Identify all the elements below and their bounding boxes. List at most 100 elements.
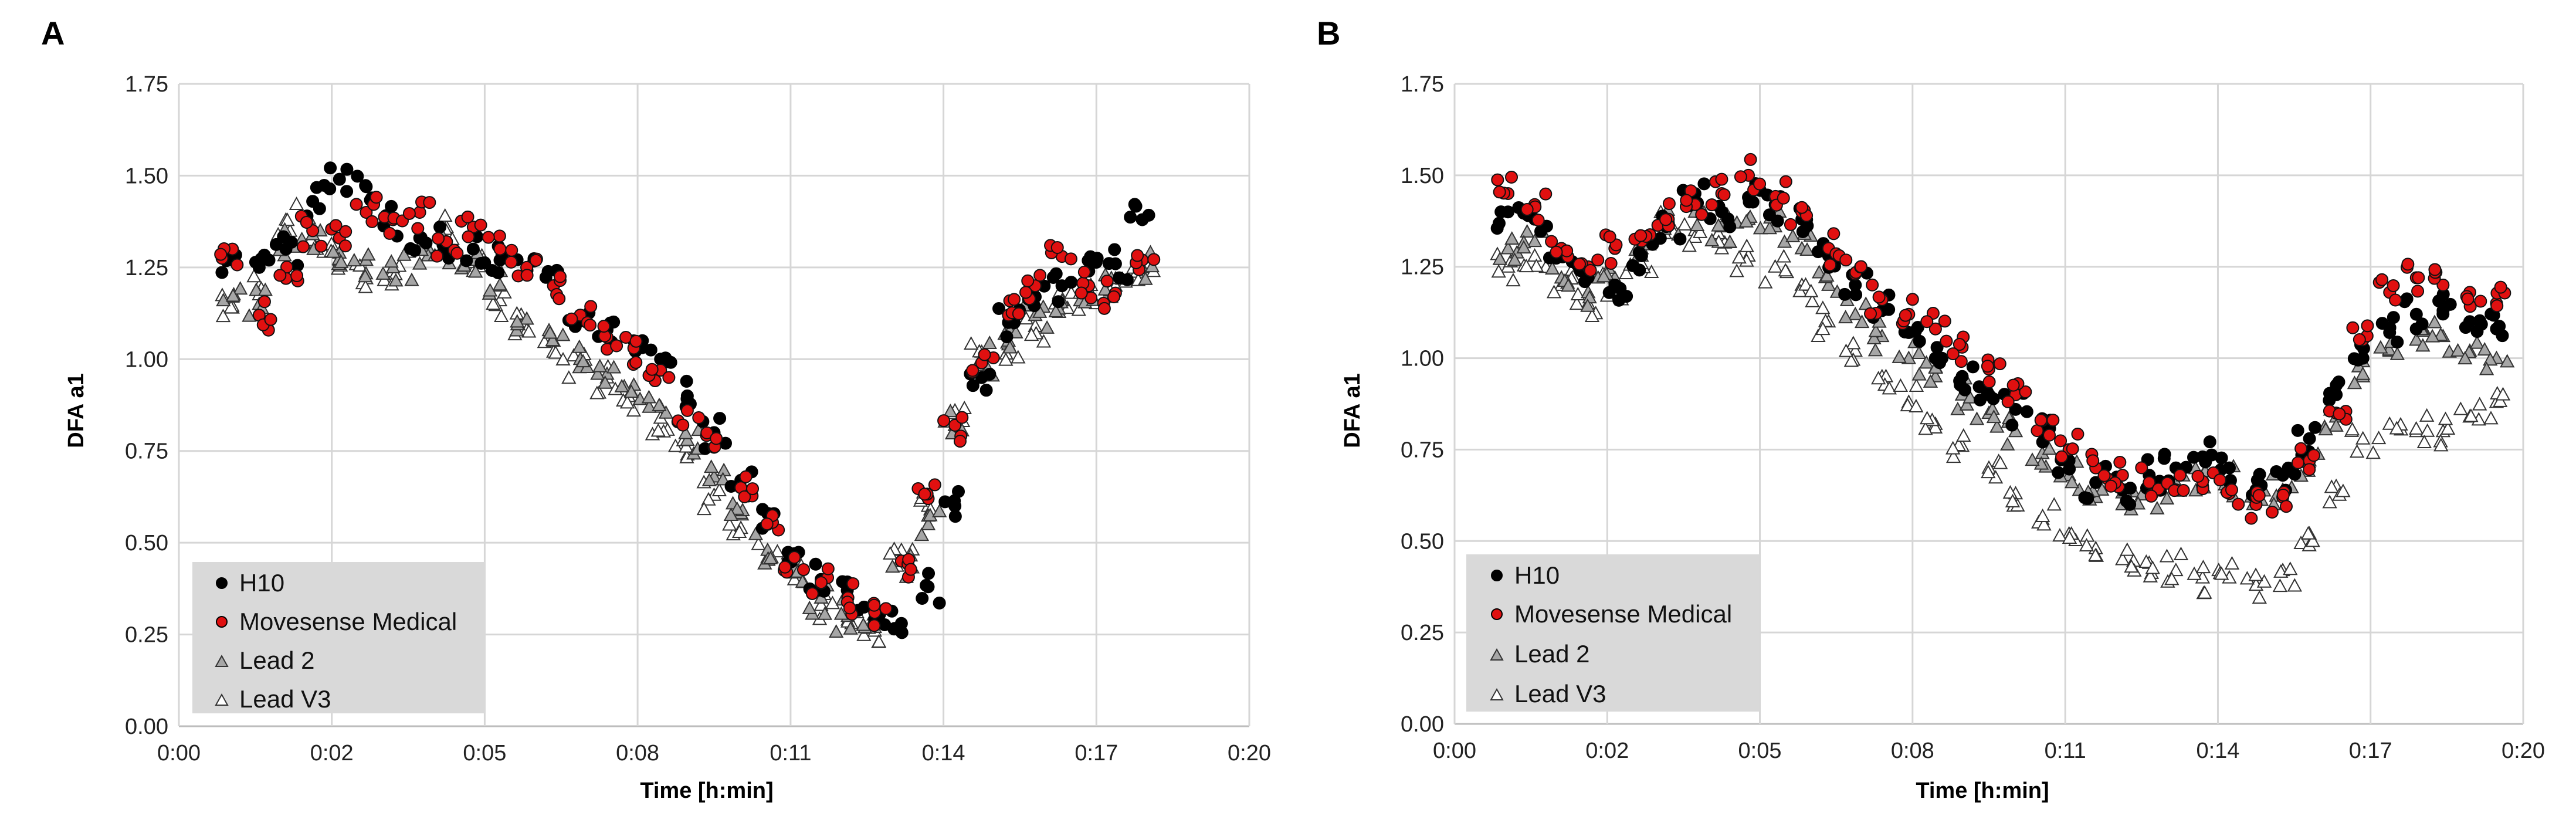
data-point-lead-2: [2477, 341, 2492, 356]
data-point-movesense-medical: [2054, 434, 2067, 448]
data-point-lead-2: [2458, 351, 2473, 365]
data-point-lead-v3: [2062, 530, 2077, 544]
legend-label-leadv3: Lead V3: [239, 685, 331, 713]
data-point-lead-2: [1762, 221, 1777, 235]
data-point-movesense-medical: [805, 587, 819, 600]
panel-b-legend: H10 Movesense Medical Lead 2 Lead V3: [1466, 554, 1760, 712]
data-point-lead-v3: [856, 627, 872, 641]
data-point-lead-v3: [1893, 378, 1909, 392]
data-point-movesense-medical: [2411, 285, 2425, 298]
data-point-lead-v3: [1546, 285, 1562, 299]
data-point-lead-2: [1580, 298, 1595, 312]
data-point-movesense-medical: [1705, 198, 1719, 212]
data-point-movesense-medical: [879, 602, 893, 615]
data-point-lead-v3: [1569, 296, 1585, 310]
data-point-lead-2: [468, 264, 483, 278]
data-point-movesense-medical: [231, 258, 244, 272]
data-point-lead-2: [510, 314, 525, 328]
data-point-lead-2: [1821, 277, 1836, 291]
data-point-movesense-medical: [760, 517, 774, 531]
data-point-lead-2: [1799, 242, 1815, 256]
data-point-movesense-medical: [1753, 177, 1767, 191]
data-point-h10: [1049, 267, 1063, 280]
data-point-h10: [2270, 465, 2283, 478]
data-point-movesense-medical: [1591, 253, 1605, 267]
data-point-lead-v3: [2120, 542, 2135, 556]
data-point-lead-v3: [2419, 423, 2435, 437]
data-point-lead-v3: [2256, 574, 2272, 588]
data-point-lead-v3: [1023, 327, 1039, 341]
data-point-lead-2: [1989, 419, 2005, 433]
data-point-h10: [474, 256, 488, 270]
data-point-h10: [340, 162, 354, 176]
data-point-movesense-medical: [1539, 187, 1553, 201]
data-point-lead-v3: [1846, 336, 1861, 350]
data-point-h10: [1987, 392, 2000, 405]
data-point-lead-v3: [2389, 421, 2405, 435]
data-point-h10: [2332, 375, 2345, 389]
data-point-lead-2: [575, 354, 591, 368]
data-point-movesense-medical: [2252, 489, 2266, 502]
data-point-lead-2: [375, 266, 391, 280]
data-point-lead-v3: [548, 345, 564, 359]
data-point-movesense-medical: [493, 242, 507, 256]
data-point-h10: [1000, 330, 1014, 344]
data-point-lead-v3: [2305, 533, 2320, 547]
data-point-h10: [2123, 482, 2137, 495]
data-point-h10: [1492, 216, 1506, 230]
data-point-lead-2: [2064, 475, 2080, 489]
data-point-movesense-medical: [1993, 357, 2006, 371]
data-point-lead-2: [1738, 214, 1754, 228]
data-point-movesense-medical: [978, 348, 991, 361]
data-point-lead-v3: [1909, 398, 1924, 412]
data-point-movesense-medical: [411, 222, 425, 235]
data-point-lead-2: [1507, 252, 1523, 266]
data-point-h10: [324, 161, 337, 175]
data-point-lead-2: [2000, 436, 2015, 451]
data-point-lead-2: [326, 244, 341, 258]
data-point-movesense-medical: [2436, 278, 2450, 292]
data-point-h10: [1089, 256, 1103, 269]
data-point-movesense-medical: [273, 269, 287, 282]
data-point-h10: [1966, 360, 1980, 374]
data-point-lead-v3: [2355, 431, 2371, 445]
data-point-lead-v3: [770, 544, 785, 558]
data-point-movesense-medical: [1097, 302, 1111, 315]
data-point-lead-v3: [1778, 263, 1793, 277]
data-point-movesense-medical: [1928, 322, 1942, 336]
data-point-h10: [2409, 307, 2423, 321]
data-point-movesense-medical: [214, 248, 228, 261]
data-point-movesense-medical: [2490, 299, 2504, 313]
data-point-h10: [1142, 208, 1155, 222]
data-point-movesense-medical: [1572, 258, 1586, 271]
data-point-movesense-medical: [1717, 188, 1731, 202]
legend-marker-movesense: [1491, 608, 1503, 620]
data-point-movesense-medical: [1100, 275, 1114, 288]
data-point-lead-v3: [1739, 238, 1754, 252]
data-point-lead-2: [2328, 418, 2344, 432]
data-point-movesense-medical: [2071, 428, 2084, 441]
data-point-h10: [1721, 212, 1735, 226]
data-point-lead-2: [1039, 320, 1055, 334]
data-point-lead-2: [2469, 335, 2485, 349]
data-point-lead-2: [597, 375, 613, 389]
data-point-h10: [1124, 211, 1137, 224]
panel-letter-a: A: [41, 15, 65, 52]
data-point-lead-2: [232, 281, 248, 295]
data-point-lead-v3: [289, 196, 304, 211]
data-point-movesense-medical: [2389, 293, 2402, 307]
data-point-lead-2: [1492, 251, 1507, 265]
data-point-movesense-medical: [746, 482, 760, 496]
data-point-lead-2: [1819, 268, 1835, 282]
data-point-h10: [1974, 393, 1987, 407]
data-point-h10: [419, 236, 433, 250]
data-point-movesense-medical: [1899, 309, 1912, 322]
data-point-lead-v3: [1838, 343, 1854, 357]
data-point-movesense-medical: [629, 355, 643, 369]
data-point-h10: [680, 392, 694, 405]
data-point-lead-2: [543, 325, 558, 339]
data-point-lead-2: [2025, 452, 2040, 466]
data-point-movesense-medical: [2019, 385, 2032, 399]
data-point-lead-v3: [2433, 438, 2449, 452]
data-point-lead-v3: [701, 492, 716, 506]
